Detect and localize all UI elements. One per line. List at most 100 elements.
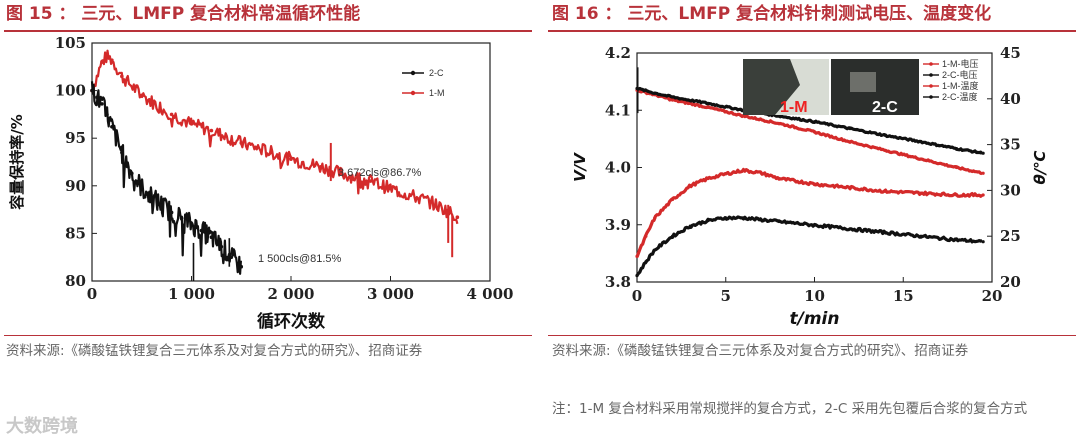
data-point	[777, 176, 781, 181]
y-tick-label: 80	[65, 272, 86, 290]
legend-label: 1-M-温度	[942, 80, 979, 91]
data-point	[209, 235, 214, 240]
y-right-tick-label: 35	[1000, 136, 1021, 154]
watermark: 大数跨境	[6, 416, 78, 437]
y-right-tick-label: 45	[1000, 44, 1021, 62]
series-1-M-电压	[635, 88, 985, 176]
x-tick-label: 0	[87, 285, 97, 303]
data-point	[169, 210, 174, 215]
data-point	[670, 95, 675, 99]
data-point	[139, 93, 144, 98]
data-point	[408, 193, 413, 198]
data-point	[741, 114, 746, 118]
legend-marker	[410, 90, 416, 96]
y-axis-label: V/V	[571, 152, 589, 182]
x-tick-label: 0	[632, 287, 642, 305]
data-point	[90, 88, 94, 93]
legend-marker	[929, 95, 933, 99]
series-2-C-温度	[635, 215, 985, 278]
data-point	[812, 223, 817, 227]
data-point	[229, 255, 234, 259]
x-axis-label: 循环次数	[257, 311, 326, 332]
x-tick-label: 20	[982, 287, 1003, 305]
data-point	[159, 203, 164, 207]
data-point	[706, 105, 710, 109]
data-point	[812, 120, 817, 124]
data-point	[670, 234, 675, 238]
photo-2c-cell	[850, 72, 876, 92]
data-point	[289, 157, 293, 161]
x-tick-label: 15	[893, 287, 914, 305]
data-point	[954, 165, 959, 170]
data-point	[149, 195, 154, 200]
x-tick-label: 4 000	[467, 285, 514, 303]
data-point	[954, 193, 959, 197]
y-tick-label: 4.2	[605, 44, 631, 62]
inset-photos: 1-M 2-C	[743, 59, 919, 116]
title-rule-right	[548, 30, 1076, 32]
data-point	[688, 184, 692, 188]
data-point	[219, 244, 224, 249]
data-point	[812, 182, 817, 186]
nail-penetration-chart: 3.8 3.9 4.0 4.1 4.2 20 25 30 35 40 45 0 5 10 15 20 t/min…	[571, 44, 1049, 329]
data-point	[759, 171, 763, 175]
series-line	[635, 167, 984, 258]
series-1-M-温度	[635, 167, 985, 258]
x-tick-label: 10	[804, 287, 825, 305]
data-point	[848, 140, 852, 144]
data-point	[653, 216, 657, 220]
data-point	[139, 185, 144, 190]
data-point	[981, 193, 985, 197]
data-point	[812, 130, 817, 134]
legend-label: 2-C-电压	[942, 69, 978, 80]
data-point	[883, 189, 888, 193]
data-point	[724, 172, 728, 176]
series-line	[635, 215, 983, 277]
series-2-C	[90, 81, 244, 281]
data-point	[644, 260, 648, 264]
annotation-2c: 1 500cls@81.5%	[258, 253, 342, 265]
data-point	[269, 150, 273, 155]
y-tick-label: 3.8	[605, 273, 631, 291]
data-point	[448, 210, 453, 215]
data-point	[319, 164, 323, 169]
data-point	[706, 101, 710, 105]
data-point	[189, 122, 194, 126]
data-point	[169, 112, 174, 117]
data-point	[848, 186, 852, 190]
source-left: 资料来源:《磷酸锰铁锂复合三元体系及对复合方式的研究》、招商证券	[6, 343, 423, 359]
series-line	[636, 86, 984, 155]
y-tick-label: 4.1	[605, 101, 631, 119]
data-point	[388, 186, 393, 191]
data-point	[120, 74, 124, 79]
photo-1m-highlight	[775, 59, 829, 115]
legend-marker	[929, 73, 933, 77]
x-axis-label: t/min	[790, 309, 840, 329]
data-point	[670, 197, 675, 202]
cycle-performance-chart: 80 85 90 95 100 105 0 1 000 2 000 3 000 4 000 循环次数 容…	[8, 34, 514, 332]
x-tick-label: 3 000	[367, 285, 414, 303]
data-point	[724, 216, 728, 220]
data-point	[338, 171, 343, 176]
data-point	[954, 238, 959, 242]
data-point	[100, 102, 104, 106]
source-rule-right	[548, 335, 1076, 336]
y-right-tick-label: 40	[1000, 90, 1021, 108]
data-point	[759, 218, 763, 222]
legend-marker	[410, 70, 416, 76]
y-tick-label: 90	[65, 177, 86, 195]
legend-label: 1-M-电压	[942, 58, 979, 69]
annotation-1m: 3 672cls@86.7%	[338, 167, 422, 179]
data-point	[455, 215, 460, 220]
legend: 2-C 1-M	[402, 68, 445, 98]
inset-label-1m: 1-M	[780, 99, 808, 116]
data-point	[100, 60, 104, 64]
data-point	[95, 95, 99, 100]
figure-16-title: 图 16 ： 三元、LMFP 复合材料针刺测试电压、温度变化	[552, 4, 992, 24]
data-point	[199, 228, 204, 233]
data-point	[653, 91, 657, 95]
legend-marker	[929, 84, 933, 88]
series-line	[636, 88, 983, 176]
data-point	[777, 219, 781, 224]
note-text: 注：1-M 复合材料采用常规搅拌的复合方式，2-C 采用先包覆后合浆的复合方式	[552, 401, 1028, 417]
